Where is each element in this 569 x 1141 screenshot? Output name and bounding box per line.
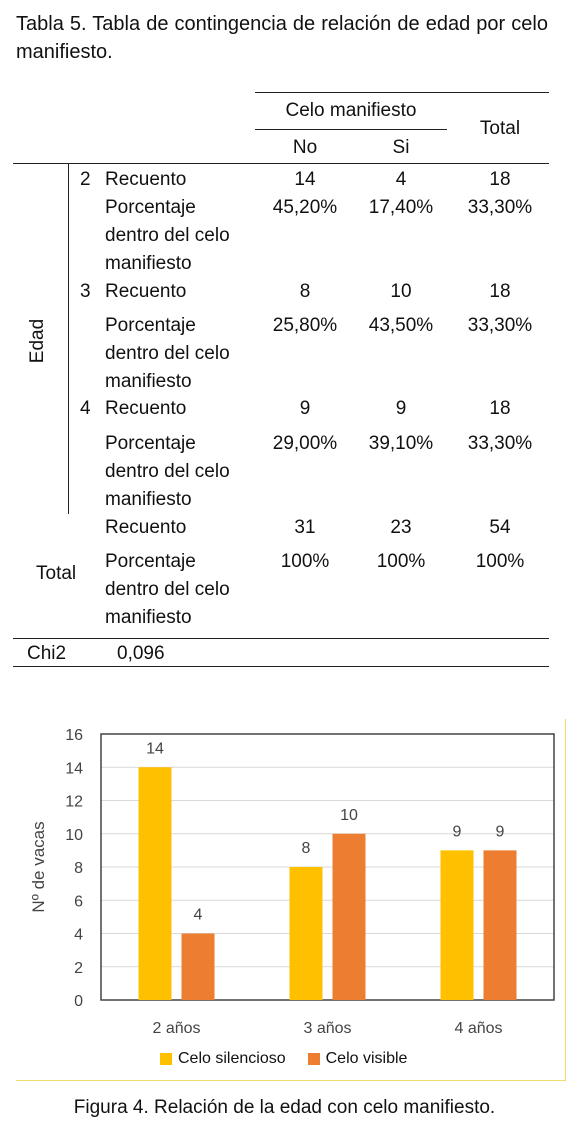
y-tick-label: 6 xyxy=(74,893,83,910)
figure-caption: Figura 4. Relación de la edad con celo m… xyxy=(73,1097,496,1118)
cell-value: 100% xyxy=(475,551,525,572)
chi2-label: Chi2 xyxy=(27,643,67,664)
recuento-label: Recuento xyxy=(105,398,187,419)
cell-value: 18 xyxy=(489,169,511,190)
cell-value: 29,00% xyxy=(272,433,338,454)
pct-label-line: manifiesto xyxy=(105,253,192,274)
edad-value: 3 xyxy=(80,281,91,302)
cell-value: 33,30% xyxy=(467,315,533,336)
bar xyxy=(332,833,366,1000)
cell-value: 100% xyxy=(280,551,330,572)
edad-vertical-rule xyxy=(68,163,69,514)
pct-label-line: dentro del celo xyxy=(105,343,230,364)
x-tick-label: 4 años xyxy=(454,1020,502,1037)
bar xyxy=(181,933,215,1000)
total-row-label: Total xyxy=(36,563,77,584)
cell-value: 18 xyxy=(489,281,511,302)
legend-swatch xyxy=(307,1053,320,1065)
y-tick-label: 12 xyxy=(65,794,83,811)
recuento-label: Recuento xyxy=(105,281,187,302)
y-tick-label: 0 xyxy=(74,993,83,1010)
y-tick-label: 14 xyxy=(65,760,83,777)
y-axis-label: Nº de vacas xyxy=(29,821,48,912)
cell-value: 9 xyxy=(395,398,407,419)
bar xyxy=(440,850,474,1000)
table-bottom-rule xyxy=(13,666,549,667)
cell-value: 45,20% xyxy=(272,197,338,218)
y-tick-label: 4 xyxy=(74,927,83,944)
chart-frame xyxy=(16,719,566,1081)
legend-label: Celo silencioso xyxy=(178,1050,286,1067)
pct-label-line: dentro del celo xyxy=(105,579,230,600)
data-label: 9 xyxy=(453,823,462,840)
y-tick-label: 8 xyxy=(74,860,83,877)
legend-item: Celo silencioso xyxy=(160,1050,286,1068)
legend-swatch xyxy=(160,1053,172,1065)
header-celo-manifiesto: Celo manifiesto xyxy=(285,100,417,121)
pct-label-line: dentro del celo xyxy=(105,225,230,246)
bar-chart: 0 2 4 6 8 10 12 14 16 Nº de vacas 14 4 2 años 8 10 3 añ… xyxy=(29,727,555,1037)
data-label: 8 xyxy=(302,840,311,857)
header-si: Si xyxy=(392,137,410,158)
row-group-edad: Edad xyxy=(27,318,49,364)
cell-value: 9 xyxy=(299,398,311,419)
data-label: 10 xyxy=(340,807,358,824)
pct-label-line: Porcentaje xyxy=(105,197,196,218)
cell-value: 100% xyxy=(376,551,426,572)
pct-label-line: manifiesto xyxy=(105,489,192,510)
x-tick-label: 3 años xyxy=(303,1020,351,1037)
y-tick-label: 10 xyxy=(65,827,83,844)
pct-label-line: Porcentaje xyxy=(105,315,196,336)
y-tick-label: 2 xyxy=(74,960,83,977)
chi2-value: 0,096 xyxy=(117,643,165,664)
cell-value: 54 xyxy=(489,517,511,538)
plot-border xyxy=(100,733,555,1001)
header-total: Total xyxy=(479,118,521,139)
pct-label-line: Porcentaje xyxy=(105,433,196,454)
table-caption: Tabla 5. Tabla de contingencia de relaci… xyxy=(16,13,548,63)
bar xyxy=(138,767,172,1000)
cell-value: 18 xyxy=(489,398,511,419)
edad-value: 4 xyxy=(80,398,91,419)
pct-label-line: manifiesto xyxy=(105,371,192,392)
cell-value: 14 xyxy=(294,169,316,190)
chart-legend: Celo silencioso Celo visible xyxy=(160,1050,407,1068)
edad-value: 2 xyxy=(80,169,91,190)
data-label: 4 xyxy=(194,907,203,924)
header-no: No xyxy=(292,137,318,158)
cell-value: 39,10% xyxy=(368,433,434,454)
recuento-label: Recuento xyxy=(105,517,187,538)
legend-label: Celo visible xyxy=(325,1050,408,1067)
cell-value: 43,50% xyxy=(368,315,434,336)
cell-value: 8 xyxy=(299,281,311,302)
data-label: 14 xyxy=(146,740,164,757)
bar xyxy=(289,867,323,1000)
legend-item: Celo visible xyxy=(307,1050,408,1068)
cell-value: 33,30% xyxy=(467,433,533,454)
cell-value: 31 xyxy=(294,517,316,538)
chi2-top-rule xyxy=(13,638,549,639)
pct-label-line: dentro del celo xyxy=(105,461,230,482)
cell-value: 33,30% xyxy=(467,197,533,218)
cell-value: 25,80% xyxy=(272,315,338,336)
bar xyxy=(483,850,517,1000)
cell-value: 17,40% xyxy=(368,197,434,218)
cell-value: 4 xyxy=(395,169,407,190)
header-bottom-rule xyxy=(13,163,549,164)
y-tick-label: 16 xyxy=(65,727,83,744)
header-group-rule xyxy=(255,129,447,130)
header-top-rule xyxy=(255,92,549,93)
cell-value: 10 xyxy=(390,281,412,302)
x-tick-label: 2 años xyxy=(152,1020,200,1037)
pct-label-line: Porcentaje xyxy=(105,551,196,572)
recuento-label: Recuento xyxy=(105,169,187,190)
data-label: 9 xyxy=(496,823,505,840)
cell-value: 23 xyxy=(390,517,412,538)
pct-label-line: manifiesto xyxy=(105,607,192,628)
